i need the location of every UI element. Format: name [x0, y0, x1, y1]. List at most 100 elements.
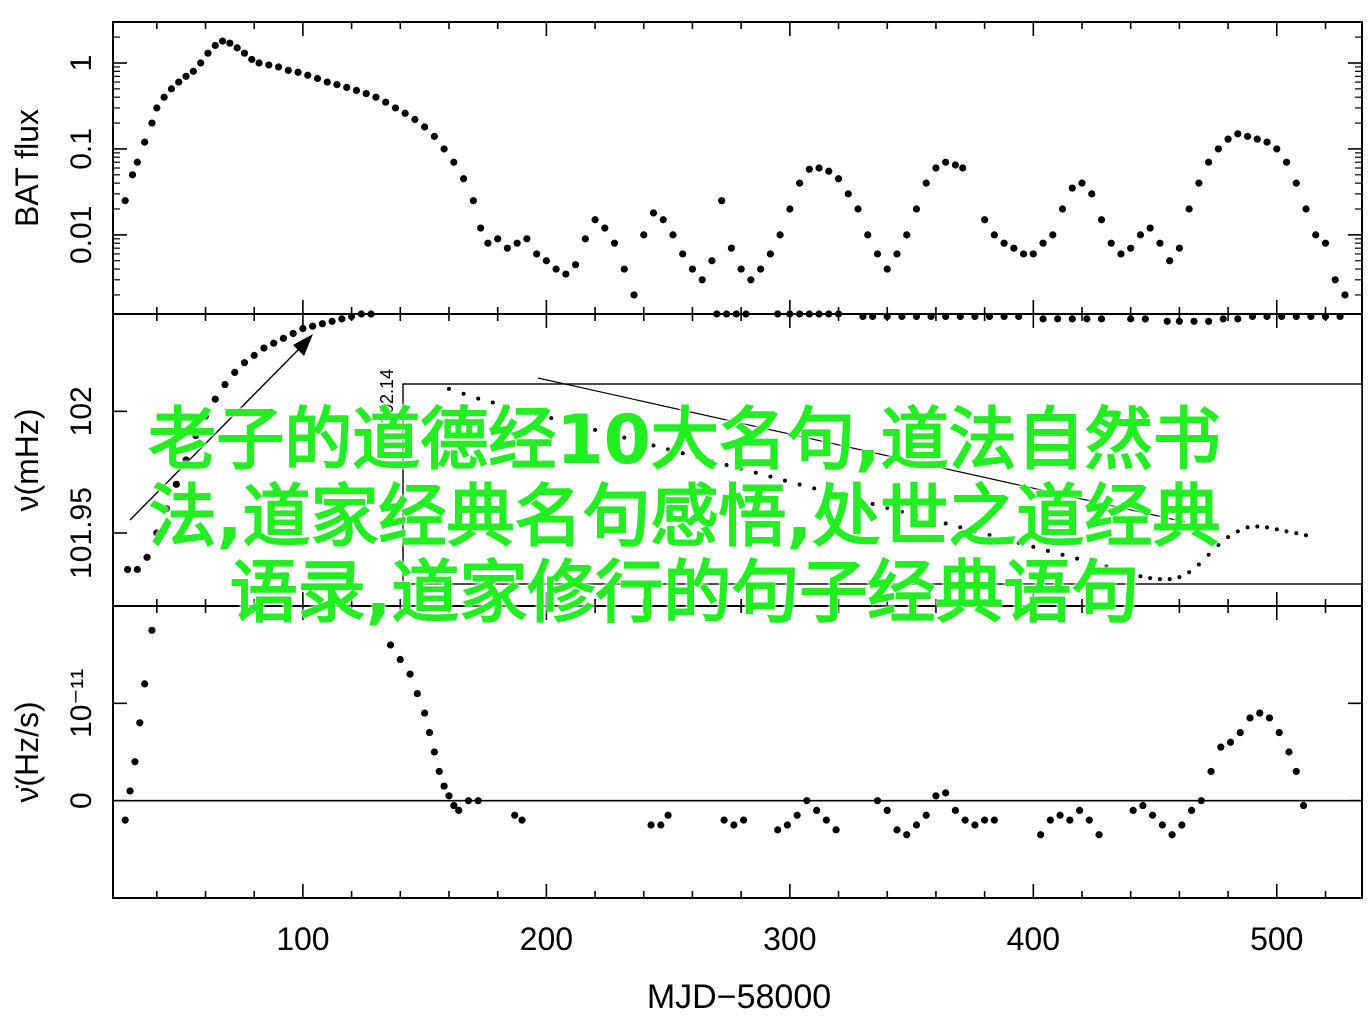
- data-point: [774, 826, 782, 834]
- data-point: [708, 257, 716, 265]
- data-point: [391, 104, 400, 112]
- data-point: [1246, 714, 1254, 722]
- inset-data-point: [914, 513, 919, 518]
- y-axis-label: ν(mHz): [9, 408, 45, 511]
- data-point: [859, 312, 867, 321]
- inset-data-point: [680, 451, 685, 456]
- data-point: [141, 138, 149, 146]
- data-point: [440, 145, 448, 153]
- overlay-line-1: 老子的道德经10大名句,道法自然书: [148, 401, 1221, 480]
- data-point: [1049, 231, 1057, 239]
- data-point: [1054, 315, 1062, 323]
- y-tick-label: 0.1: [65, 128, 98, 170]
- data-point: [240, 49, 249, 57]
- data-point: [413, 690, 421, 698]
- inset-data-point: [709, 459, 714, 464]
- inset-data-point: [1138, 574, 1143, 579]
- data-point: [786, 205, 794, 213]
- data-point: [1056, 811, 1064, 819]
- data-point: [1117, 250, 1125, 258]
- data-point: [805, 310, 813, 318]
- data-point: [126, 787, 134, 795]
- data-point: [348, 312, 356, 321]
- inset-data-point: [476, 396, 481, 401]
- data-point: [903, 231, 911, 239]
- data-point: [518, 816, 526, 824]
- inset-tick-label: 102.14: [377, 369, 397, 424]
- data-point: [912, 821, 921, 829]
- data-point: [649, 209, 658, 217]
- data-point: [328, 317, 336, 325]
- data-point: [406, 670, 414, 678]
- data-point: [513, 239, 521, 247]
- data-point: [248, 55, 256, 64]
- data-point: [1107, 239, 1115, 247]
- y-tick-label: 10⁻¹¹: [65, 669, 98, 738]
- data-point: [815, 310, 823, 318]
- data-point: [204, 49, 212, 57]
- inset-panel: 102.14: [377, 369, 1363, 585]
- overlay-line-2: 法,道家经典名句感悟,处世之道经典: [148, 478, 1221, 557]
- data-point: [742, 310, 750, 318]
- data-point: [1219, 315, 1227, 323]
- data-point: [396, 655, 404, 664]
- data-point: [338, 315, 346, 323]
- data-point: [1139, 801, 1147, 810]
- data-point: [1187, 806, 1196, 815]
- data-point: [1039, 315, 1047, 323]
- data-point: [1127, 244, 1135, 252]
- data-point: [167, 85, 176, 93]
- data-point: [932, 164, 940, 172]
- data-point: [1302, 205, 1310, 213]
- inset-data-point: [1104, 564, 1109, 569]
- data-point: [1195, 179, 1203, 187]
- inset-data-point: [797, 482, 802, 487]
- data-point: [1217, 743, 1225, 751]
- data-point: [162, 505, 171, 513]
- data-point: [601, 224, 609, 232]
- data-point: [1136, 231, 1145, 239]
- data-point: [153, 104, 161, 112]
- inset-data-point: [549, 416, 554, 421]
- data-point: [231, 368, 239, 376]
- data-point: [922, 179, 930, 187]
- data-point: [1312, 231, 1320, 239]
- data-point: [1234, 315, 1242, 323]
- inset-data-point: [1284, 529, 1289, 534]
- data-point: [1278, 312, 1286, 321]
- data-point: [720, 816, 728, 824]
- data-point: [774, 310, 782, 318]
- data-point: [175, 78, 183, 86]
- data-point: [1178, 821, 1186, 829]
- data-point: [1226, 738, 1235, 746]
- data-point: [250, 351, 258, 359]
- inset-data-point: [1274, 527, 1279, 532]
- inset-data-point: [1235, 529, 1240, 534]
- data-point: [1190, 317, 1198, 325]
- data-point: [367, 310, 375, 318]
- data-point: [961, 816, 969, 824]
- data-point: [425, 728, 434, 737]
- y-axis-label: ν̇(Hz/s): [9, 701, 45, 802]
- data-point: [1097, 315, 1106, 323]
- inset-data-point: [636, 439, 641, 444]
- data-point: [1292, 312, 1300, 321]
- data-point: [803, 797, 811, 805]
- data-point: [834, 175, 843, 183]
- inset-data-point: [1177, 575, 1182, 580]
- inset-data-point: [490, 400, 495, 405]
- inset-data-point: [943, 521, 948, 526]
- inset-data-point: [1304, 533, 1309, 538]
- inset-data-point: [1226, 535, 1231, 540]
- data-point: [776, 231, 784, 239]
- data-point: [382, 98, 390, 106]
- data-point: [542, 257, 550, 265]
- inset-data-point: [505, 404, 510, 409]
- data-point: [1175, 317, 1183, 325]
- data-point: [511, 811, 519, 819]
- data-point: [201, 412, 210, 420]
- inset-data-point: [1206, 552, 1211, 557]
- x-tick-label: 500: [1250, 921, 1303, 957]
- data-point: [440, 782, 448, 790]
- inset-data-point: [578, 423, 583, 428]
